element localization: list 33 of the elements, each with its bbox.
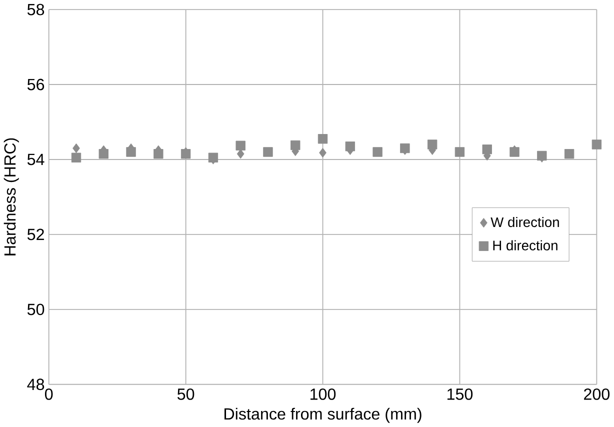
point xyxy=(427,140,438,150)
x-tick-label: 0 xyxy=(44,388,53,400)
point xyxy=(236,140,246,151)
point xyxy=(154,149,164,159)
point xyxy=(72,144,80,154)
point xyxy=(454,147,465,157)
point xyxy=(126,147,136,157)
x-axis-title: Distance from surface (mm) xyxy=(224,408,422,424)
y-tick-label: 52 xyxy=(27,228,44,240)
legend-label: W direction xyxy=(490,217,559,228)
x-tick-label: 150 xyxy=(447,388,473,400)
point xyxy=(592,140,602,150)
point xyxy=(319,148,326,158)
point xyxy=(263,147,273,157)
point xyxy=(318,134,328,144)
point xyxy=(564,149,574,159)
point xyxy=(290,140,300,150)
point xyxy=(98,149,108,159)
point xyxy=(345,142,356,152)
point xyxy=(372,147,382,157)
y-tick-label: 54 xyxy=(27,154,44,166)
x-tick-label: 100 xyxy=(310,388,336,400)
y-axis-title: Hardness (HRC) xyxy=(4,138,19,256)
legend-label: H direction xyxy=(493,240,558,251)
point xyxy=(236,149,244,159)
y-tick-label: 56 xyxy=(27,78,44,90)
point xyxy=(482,144,492,154)
point xyxy=(71,152,82,163)
x-tick-label: 200 xyxy=(584,388,610,400)
y-tick-label: 50 xyxy=(27,304,44,316)
x-tick-label: 50 xyxy=(177,388,194,400)
y-tick-label: 48 xyxy=(27,378,44,390)
y-tick-label: 58 xyxy=(27,4,44,16)
